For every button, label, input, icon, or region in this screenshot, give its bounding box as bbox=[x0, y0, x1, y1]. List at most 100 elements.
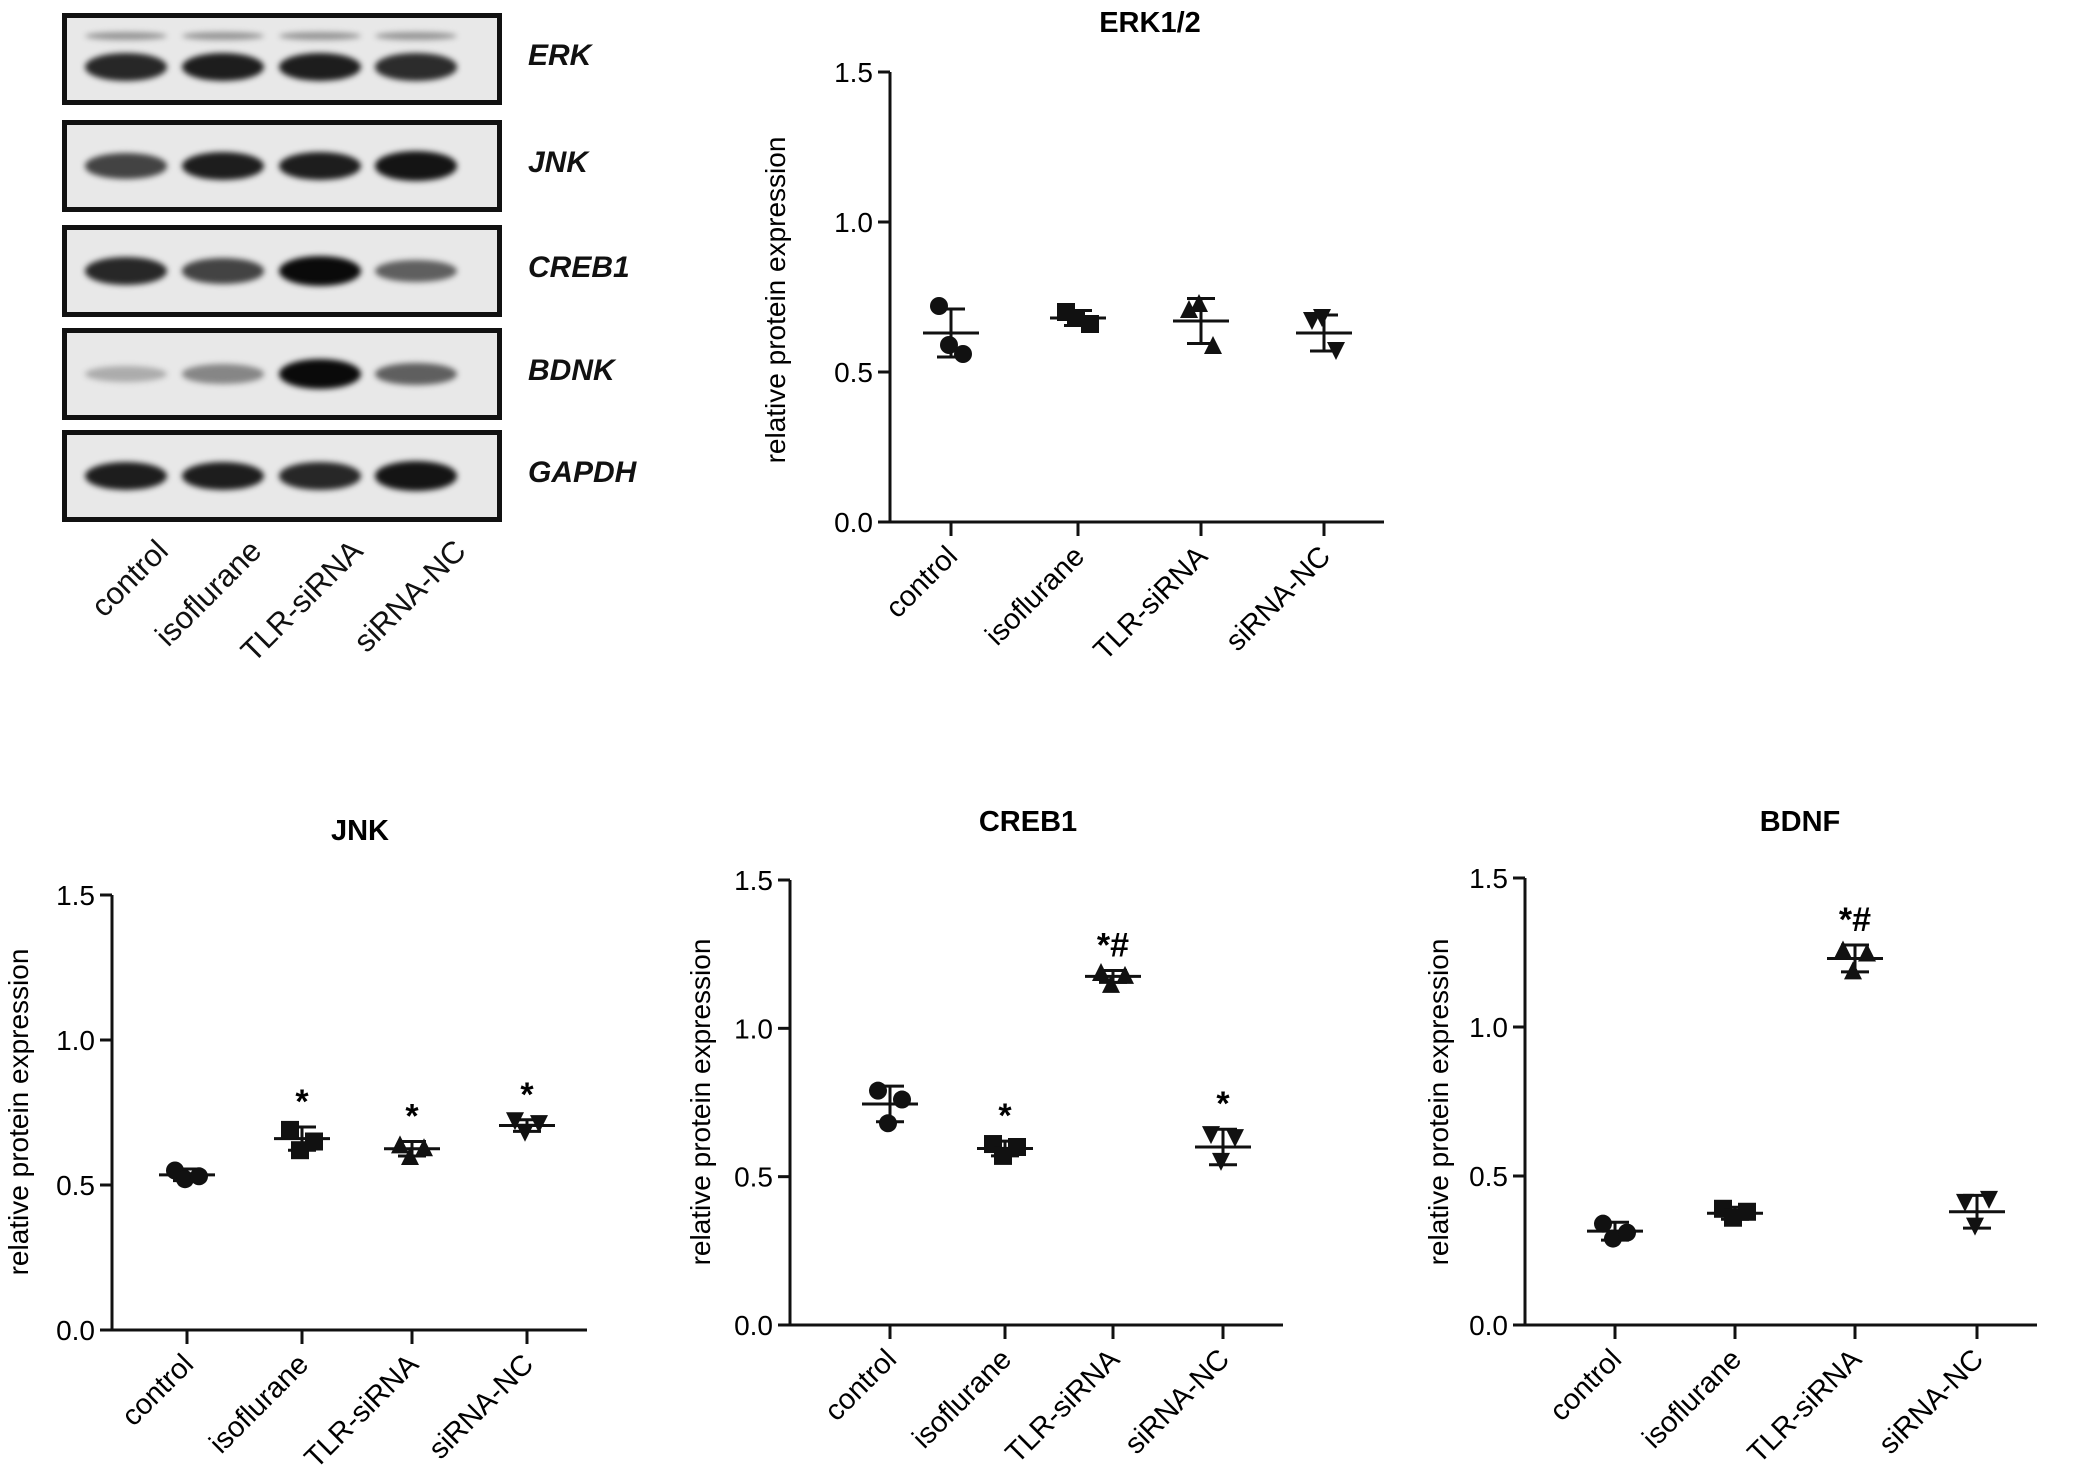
blot-band bbox=[375, 259, 457, 283]
y-tick-label: 1.5 bbox=[1469, 863, 1508, 894]
blot-row-gapdh bbox=[62, 430, 502, 522]
blot-band bbox=[375, 461, 457, 491]
x-category-label: siRNA-NC bbox=[423, 1348, 540, 1465]
data-point bbox=[869, 1081, 887, 1100]
data-point bbox=[954, 345, 972, 363]
blot-label: JNK bbox=[528, 146, 589, 179]
blot-label: GAPDH bbox=[528, 456, 637, 489]
blot-band bbox=[182, 364, 264, 384]
y-tick-label: 0.0 bbox=[834, 507, 873, 538]
data-point bbox=[893, 1090, 911, 1109]
data-point bbox=[281, 1120, 299, 1139]
blot-row-erk bbox=[62, 13, 502, 105]
blot-row-jnk bbox=[62, 120, 502, 212]
data-point bbox=[1081, 315, 1099, 333]
significance-marker: * bbox=[405, 1098, 419, 1136]
blot-band bbox=[182, 461, 264, 491]
x-category-label: control bbox=[1544, 1343, 1628, 1427]
data-point bbox=[1204, 336, 1222, 354]
blot-row-bdnk bbox=[62, 328, 502, 420]
y-tick-label: 1.5 bbox=[56, 880, 95, 911]
blot-band bbox=[85, 53, 167, 81]
data-point bbox=[1092, 962, 1110, 981]
data-point bbox=[1116, 965, 1134, 984]
data-point bbox=[1834, 940, 1852, 959]
significance-marker: *# bbox=[1097, 926, 1129, 964]
blot-band-upper bbox=[182, 32, 264, 40]
x-category-label: TLR-siRNA bbox=[1742, 1343, 1869, 1470]
blot-band bbox=[279, 52, 361, 82]
x-category-label: siRNA-NC bbox=[1220, 540, 1337, 657]
blot-label: ERK bbox=[528, 39, 592, 72]
blot-lane-label: siRNA-NC bbox=[346, 533, 473, 659]
y-tick-label: 1.0 bbox=[834, 207, 873, 238]
data-point bbox=[1738, 1202, 1756, 1221]
chart-title: CREB1 bbox=[979, 806, 1077, 838]
data-point bbox=[1966, 1217, 1984, 1236]
chart-title: BDNF bbox=[1760, 806, 1841, 838]
blot-band bbox=[85, 257, 167, 285]
x-category-label: isoflurane bbox=[979, 540, 1091, 652]
y-tick-label: 1.5 bbox=[834, 57, 873, 88]
y-axis-label: relative protein expression bbox=[3, 949, 34, 1276]
data-point bbox=[1180, 300, 1198, 318]
data-point bbox=[1313, 309, 1331, 327]
blot-lane-label: control bbox=[84, 533, 175, 624]
chart-title: JNK bbox=[331, 815, 389, 847]
significance-marker: *# bbox=[1839, 901, 1871, 939]
x-category-label: TLR-siRNA bbox=[1000, 1343, 1127, 1470]
y-tick-label: 0.5 bbox=[56, 1170, 95, 1201]
significance-marker: * bbox=[998, 1097, 1012, 1135]
significance-marker: * bbox=[1216, 1085, 1230, 1123]
x-category-label: TLR-siRNA bbox=[1088, 540, 1215, 667]
data-point bbox=[516, 1123, 534, 1142]
data-point bbox=[190, 1167, 208, 1186]
x-category-label: siRNA-NC bbox=[1873, 1343, 1990, 1460]
blot-band bbox=[279, 462, 361, 490]
data-point bbox=[176, 1170, 194, 1189]
western-blot-panel: ERK JNK CREB1 BDNK GAPDH control isoflurane TLR… bbox=[0, 0, 760, 700]
x-category-label: isoflurane bbox=[906, 1343, 1018, 1455]
data-point bbox=[291, 1141, 309, 1160]
x-category-label: control bbox=[819, 1343, 903, 1427]
bdnf-chart: BDNF 0.0 0.5 1.0 1.5 relative protein express… bbox=[1423, 806, 2037, 1470]
data-point bbox=[1303, 312, 1321, 330]
y-tick-label: 0.5 bbox=[834, 357, 873, 388]
y-axis-label: relative protein expression bbox=[760, 137, 791, 464]
blot-band-upper bbox=[279, 32, 361, 40]
jnk-chart: JNK 0.0 0.5 1.0 1.5 relative protein expressi… bbox=[3, 815, 587, 1475]
y-axis-label: relative protein expression bbox=[685, 939, 716, 1266]
blot-band bbox=[279, 151, 361, 181]
data-point bbox=[1008, 1138, 1026, 1156]
data-point bbox=[1067, 309, 1085, 327]
y-tick-label: 0.0 bbox=[1469, 1310, 1508, 1341]
blot-band bbox=[182, 258, 264, 284]
x-category-label: siRNA-NC bbox=[1119, 1343, 1236, 1460]
chart-title: ERK1/2 bbox=[1099, 7, 1201, 39]
y-axis-label: relative protein expression bbox=[1423, 939, 1454, 1266]
data-point bbox=[1844, 961, 1862, 980]
blot-band-upper bbox=[85, 32, 167, 40]
blot-band bbox=[375, 151, 457, 181]
data-point bbox=[994, 1146, 1012, 1165]
blot-band bbox=[279, 359, 361, 389]
data-point bbox=[506, 1112, 524, 1131]
data-point bbox=[1618, 1223, 1636, 1242]
data-point bbox=[1226, 1129, 1244, 1148]
data-point bbox=[1327, 342, 1345, 360]
x-category-label: control bbox=[116, 1348, 200, 1432]
data-point bbox=[940, 336, 958, 354]
blot-band-upper bbox=[375, 32, 457, 40]
y-tick-label: 0.5 bbox=[1469, 1161, 1508, 1192]
data-point bbox=[930, 297, 948, 315]
significance-marker: * bbox=[520, 1076, 534, 1114]
x-category-label: isoflurane bbox=[1636, 1343, 1748, 1455]
blot-band bbox=[279, 256, 361, 286]
data-point bbox=[1604, 1229, 1622, 1248]
y-tick-label: 0.0 bbox=[734, 1310, 773, 1341]
blot-band bbox=[182, 52, 264, 82]
x-category-label: isoflurane bbox=[203, 1348, 315, 1460]
y-tick-label: 1.0 bbox=[734, 1013, 773, 1044]
data-point bbox=[1858, 943, 1876, 962]
blot-band bbox=[375, 53, 457, 81]
